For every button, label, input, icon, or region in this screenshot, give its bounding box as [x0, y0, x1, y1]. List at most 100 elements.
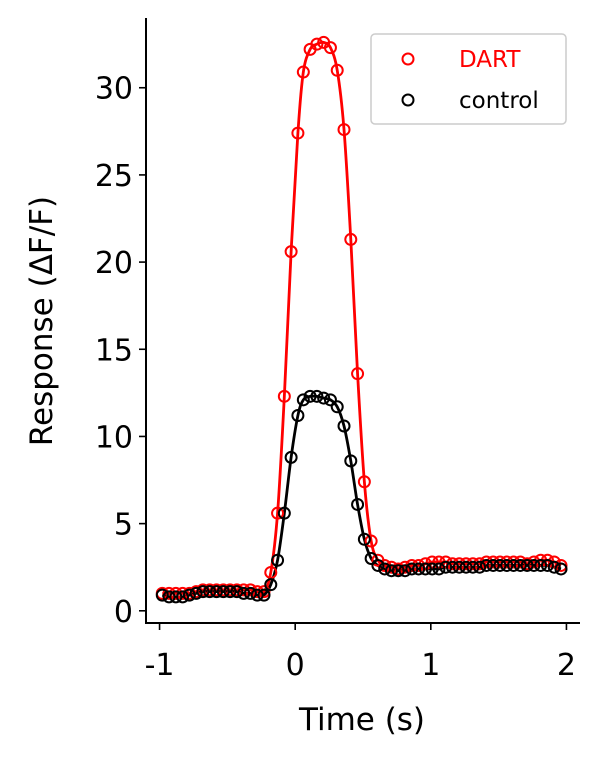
data-point-control	[432, 562, 446, 576]
data-point-control	[243, 586, 257, 600]
y-tick-label: 20	[95, 246, 133, 281]
data-point-control	[405, 562, 419, 576]
data-point-control	[277, 506, 291, 520]
y-tick-label: 25	[95, 159, 133, 194]
legend: DART control	[370, 33, 567, 125]
data-point-dart	[284, 245, 298, 259]
legend-marker-control	[401, 93, 415, 107]
data-point-control	[344, 454, 358, 468]
data-point-dart	[452, 557, 466, 571]
data-point-control	[284, 450, 298, 464]
data-point-dart	[412, 558, 426, 572]
data-point-control	[540, 558, 554, 572]
data-point-control	[391, 564, 405, 578]
data-point-dart	[554, 558, 568, 572]
data-point-control	[439, 560, 453, 574]
data-point-control	[357, 532, 371, 546]
y-tick-label: 5	[114, 508, 133, 543]
data-point-dart	[547, 555, 561, 569]
data-point-control	[418, 562, 432, 576]
data-point-dart	[296, 65, 310, 79]
plot-markers	[155, 35, 568, 604]
data-point-dart	[277, 389, 291, 403]
data-point-control	[257, 588, 271, 602]
data-point-control	[500, 558, 514, 572]
data-point-dart	[250, 585, 264, 599]
data-point-dart	[486, 555, 500, 569]
data-point-control	[527, 558, 541, 572]
data-point-control	[310, 389, 324, 403]
data-point-control	[384, 564, 398, 578]
y-axis-label: Response (ΔF/F)	[24, 196, 60, 446]
data-point-control	[351, 497, 365, 511]
data-point-dart	[271, 506, 285, 520]
data-point-control	[264, 578, 278, 592]
data-point-control	[446, 560, 460, 574]
data-point-dart	[527, 555, 541, 569]
data-point-dart	[291, 126, 305, 140]
data-point-dart	[384, 560, 398, 574]
legend-box	[370, 33, 567, 125]
data-point-control	[378, 562, 392, 576]
data-point-control	[323, 393, 337, 407]
x-ticks: -1 0 1 2	[145, 623, 576, 683]
data-point-dart	[237, 583, 251, 597]
data-point-control	[169, 590, 183, 604]
data-point-control	[303, 389, 317, 403]
x-axis-label: Time (s)	[298, 702, 425, 738]
data-point-dart	[459, 557, 473, 571]
data-point-control	[216, 585, 230, 599]
data-point-dart	[398, 560, 412, 574]
series-line-dart	[162, 40, 562, 595]
data-point-control	[271, 553, 285, 567]
data-point-control	[291, 409, 305, 423]
y-tick-label: 10	[95, 420, 133, 455]
data-point-dart	[473, 557, 487, 571]
data-point-control	[486, 558, 500, 572]
data-point-control	[189, 586, 203, 600]
data-point-control	[473, 560, 487, 574]
data-point-control	[547, 560, 561, 574]
data-point-control	[520, 558, 534, 572]
data-point-control	[479, 558, 493, 572]
data-point-control	[534, 558, 548, 572]
plot-lines	[161, 40, 562, 599]
data-point-dart	[344, 232, 358, 246]
data-point-control	[466, 560, 480, 574]
data-point-control	[493, 558, 507, 572]
data-point-control	[250, 588, 264, 602]
data-point-control	[513, 558, 527, 572]
data-point-control	[230, 585, 244, 599]
data-point-control	[162, 590, 176, 604]
x-tick-label: -1	[145, 648, 175, 683]
data-point-dart	[507, 555, 521, 569]
data-point-control	[237, 586, 251, 600]
data-point-control	[203, 585, 217, 599]
legend-label-control: control	[459, 88, 539, 114]
data-point-control	[296, 393, 310, 407]
data-point-dart	[162, 586, 176, 600]
data-point-dart	[493, 555, 507, 569]
data-point-control	[398, 564, 412, 578]
x-tick-label: 0	[286, 648, 305, 683]
y-tick-label: 15	[95, 333, 133, 368]
data-point-control	[507, 558, 521, 572]
data-point-control	[155, 588, 169, 602]
data-point-control	[412, 562, 426, 576]
data-point-dart	[357, 475, 371, 489]
data-point-control	[371, 558, 385, 572]
data-point-control	[196, 585, 210, 599]
data-point-dart	[425, 555, 439, 569]
data-point-control	[210, 585, 224, 599]
data-point-control	[330, 400, 344, 414]
legend-label-dart: DART	[459, 47, 521, 73]
x-tick-label: 2	[557, 648, 576, 683]
data-point-control	[337, 419, 351, 433]
data-point-control	[425, 562, 439, 576]
data-point-control	[452, 560, 466, 574]
data-point-dart	[513, 555, 527, 569]
y-tick-label: 30	[95, 72, 133, 107]
data-point-dart	[257, 585, 271, 599]
data-point-control	[223, 585, 237, 599]
